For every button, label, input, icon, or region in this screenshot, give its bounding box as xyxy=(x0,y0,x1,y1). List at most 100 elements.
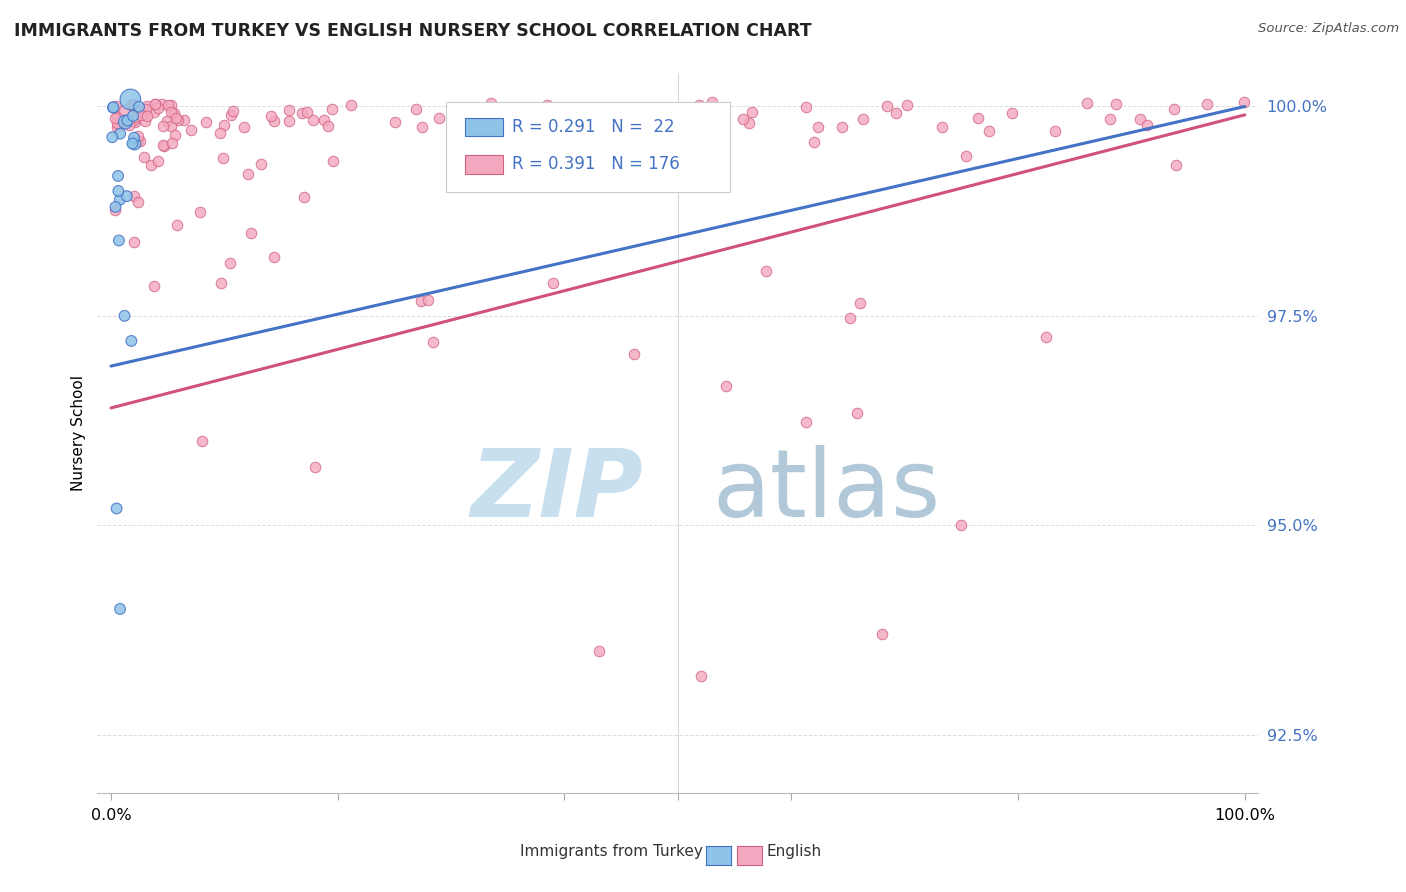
Point xyxy=(208,126,231,140)
Point xyxy=(314,112,336,127)
Point xyxy=(301,113,323,128)
Point xyxy=(1001,106,1024,120)
Point xyxy=(470,117,492,131)
Point xyxy=(1166,158,1188,172)
Point xyxy=(876,99,898,113)
Point xyxy=(623,347,645,361)
Point xyxy=(107,184,129,198)
Text: Immigrants from Turkey: Immigrants from Turkey xyxy=(520,845,703,859)
Point xyxy=(209,276,232,290)
Text: R = 0.391   N = 176: R = 0.391 N = 176 xyxy=(512,155,679,173)
Point xyxy=(121,136,143,151)
Point xyxy=(159,105,181,120)
Point xyxy=(101,100,124,114)
Point xyxy=(977,124,1000,138)
Y-axis label: Nursery School: Nursery School xyxy=(72,376,86,491)
Point xyxy=(588,644,610,658)
Point xyxy=(478,103,501,117)
Point xyxy=(236,167,259,181)
Point xyxy=(714,378,737,392)
Point xyxy=(741,105,763,120)
Point xyxy=(322,153,344,168)
Point xyxy=(104,200,127,214)
Point xyxy=(173,113,195,128)
Point xyxy=(127,128,149,143)
Point xyxy=(849,295,872,310)
Point xyxy=(128,100,150,114)
Point xyxy=(104,203,127,218)
Point xyxy=(240,227,263,241)
Point xyxy=(463,101,485,115)
Point xyxy=(108,118,131,132)
Point xyxy=(143,105,166,120)
Point xyxy=(295,105,318,120)
Point xyxy=(134,149,156,163)
Point xyxy=(233,120,256,134)
Point xyxy=(101,130,124,145)
Point xyxy=(122,113,145,128)
Point xyxy=(754,264,776,278)
Point xyxy=(114,309,136,323)
Point xyxy=(249,157,271,171)
Point xyxy=(124,110,146,124)
Point xyxy=(263,250,285,264)
Point xyxy=(1129,112,1152,127)
Point xyxy=(884,105,907,120)
Point xyxy=(111,115,134,129)
Point xyxy=(1136,118,1159,132)
Point xyxy=(180,122,202,136)
Point xyxy=(405,102,427,116)
Text: R = 0.291   N =  22: R = 0.291 N = 22 xyxy=(512,118,675,136)
Point xyxy=(427,111,450,125)
Point xyxy=(108,193,131,207)
Point xyxy=(967,111,990,125)
Point xyxy=(166,112,188,127)
Point xyxy=(659,106,682,120)
Point xyxy=(127,134,149,148)
Point xyxy=(633,131,655,145)
Point xyxy=(128,134,150,148)
Point xyxy=(505,103,527,118)
Point xyxy=(845,405,868,419)
Point xyxy=(950,518,973,533)
Point xyxy=(165,128,187,143)
Point xyxy=(108,602,131,616)
Point xyxy=(489,118,512,132)
Point xyxy=(146,153,169,168)
Point xyxy=(260,109,283,123)
Point xyxy=(120,97,142,112)
Point xyxy=(479,96,502,111)
Point xyxy=(418,293,440,307)
Point xyxy=(536,98,558,112)
Point xyxy=(955,148,977,162)
Point xyxy=(422,334,444,349)
Point xyxy=(129,108,152,122)
Point xyxy=(122,189,145,203)
Point xyxy=(1105,97,1128,112)
Point xyxy=(583,137,606,152)
Point xyxy=(134,114,156,128)
Point xyxy=(127,194,149,209)
Point xyxy=(546,117,568,131)
Point xyxy=(152,119,174,133)
Point xyxy=(122,97,145,112)
FancyBboxPatch shape xyxy=(446,102,730,192)
Point xyxy=(139,158,162,172)
Point xyxy=(105,501,128,516)
Point xyxy=(115,189,138,203)
Point xyxy=(733,112,755,126)
Point xyxy=(852,112,875,126)
Point xyxy=(122,109,145,123)
Point xyxy=(468,148,491,162)
Point xyxy=(931,120,953,134)
Point xyxy=(831,120,853,134)
Point xyxy=(896,98,918,112)
Point xyxy=(166,112,188,126)
Point xyxy=(143,97,166,112)
Point xyxy=(628,148,651,162)
Point xyxy=(152,137,174,152)
Text: IMMIGRANTS FROM TURKEY VS ENGLISH NURSERY SCHOOL CORRELATION CHART: IMMIGRANTS FROM TURKEY VS ENGLISH NURSER… xyxy=(14,22,811,40)
Point xyxy=(700,95,723,110)
Point xyxy=(105,110,128,124)
Point xyxy=(409,294,432,309)
